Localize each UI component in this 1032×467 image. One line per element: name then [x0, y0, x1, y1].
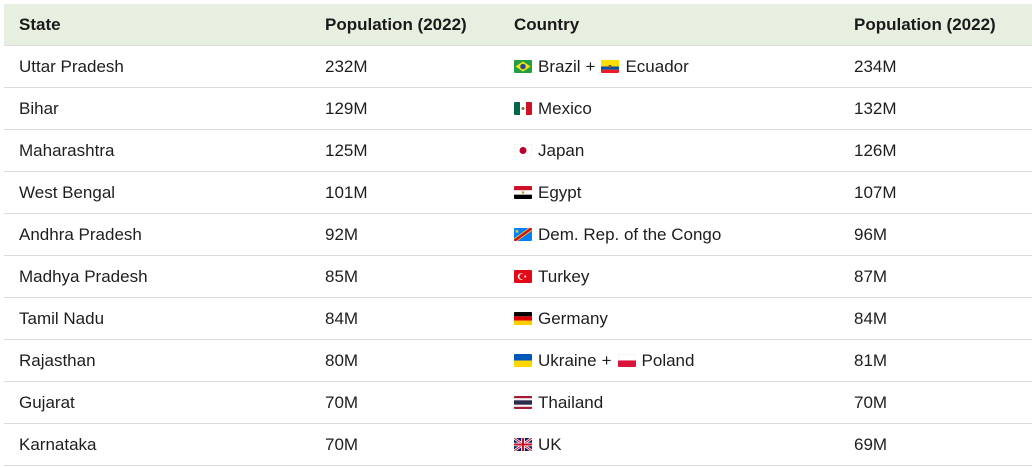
table-row: Maharashtra 125M Japan 126M [4, 129, 1032, 172]
country-cell: Egypt [499, 171, 839, 214]
uk-flag-icon [514, 437, 532, 451]
state-population: 101M [310, 171, 499, 214]
table-row: Uttar Pradesh 232M Brazil + Ecuador 234M [4, 45, 1032, 88]
thailand-flag-icon [514, 395, 532, 409]
country-population: 234M [839, 45, 1032, 88]
state-name: Rajasthan [4, 339, 310, 382]
country-cell: Ukraine + Poland [499, 339, 839, 382]
country-name: Egypt [538, 182, 582, 202]
germany-flag-icon [514, 311, 532, 325]
country-name: Turkey [538, 266, 590, 286]
table-row: Andhra Pradesh 92M Dem. Rep. of the Congo 9… [4, 213, 1032, 256]
country-cell: UK [499, 423, 839, 466]
country-cell: Dem. Rep. of the Congo [499, 213, 839, 256]
country-population: 84M [839, 297, 1032, 340]
state-population: 70M [310, 423, 499, 466]
state-population: 129M [310, 87, 499, 130]
state-population: 70M [310, 381, 499, 424]
country-population: 126M [839, 129, 1032, 172]
state-population: 92M [310, 213, 499, 256]
country-population: 87M [839, 255, 1032, 298]
table-row: West Bengal 101M Egypt 107M [4, 171, 1032, 214]
header-row: State Population (2022) Country Populati… [4, 4, 1032, 46]
country-name: Germany [538, 308, 608, 328]
country-name: Mexico [538, 98, 592, 118]
country-cell: Brazil + Ecuador [499, 45, 839, 88]
poland-flag-icon [617, 353, 636, 367]
brazil-flag-icon [514, 59, 532, 73]
country-population: 81M [839, 339, 1032, 382]
state-name: Bihar [4, 87, 310, 130]
state-population: 85M [310, 255, 499, 298]
country-population: 96M [839, 213, 1032, 256]
table-row: Madhya Pradesh 85M Turkey 87M [4, 255, 1032, 298]
state-name: West Bengal [4, 171, 310, 214]
egypt-flag-icon [514, 185, 532, 199]
country-name: Brazil [538, 56, 581, 76]
state-population: 84M [310, 297, 499, 340]
country-name: Poland [641, 350, 695, 370]
state-name: Uttar Pradesh [4, 45, 310, 88]
ecuador-flag-icon [601, 59, 620, 73]
state-name: Karnataka [4, 423, 310, 466]
state-name: Madhya Pradesh [4, 255, 310, 298]
country-name: Dem. Rep. of the Congo [538, 224, 722, 244]
country-name: Ukraine [538, 350, 597, 370]
country-name: UK [538, 434, 562, 454]
state-population: 80M [310, 339, 499, 382]
country-cell: Japan [499, 129, 839, 172]
country-cell: Germany [499, 297, 839, 340]
state-population: 232M [310, 45, 499, 88]
country-population: 132M [839, 87, 1032, 130]
table-row: Tamil Nadu 84M Germany 84M [4, 297, 1032, 340]
country-name: Thailand [538, 392, 604, 412]
country-joiner: + [601, 350, 612, 370]
table-row: Gujarat 70M Thailand 70M [4, 381, 1032, 424]
state-name: Gujarat [4, 381, 310, 424]
mexico-flag-icon [514, 101, 532, 115]
country-cell: Mexico [499, 87, 839, 130]
header-country: Country [514, 14, 580, 34]
header-state: State [19, 14, 61, 34]
country-name: Japan [538, 140, 585, 160]
state-population: 125M [310, 129, 499, 172]
country-name: Ecuador [625, 56, 689, 76]
table-row: Bihar 129M Mexico 132M [4, 87, 1032, 130]
turkey-flag-icon [514, 269, 532, 283]
table-row: Rajasthan 80M Ukraine + Poland 81M [4, 339, 1032, 382]
country-joiner: + [585, 56, 596, 76]
header-country-population: Population (2022) [854, 14, 996, 34]
country-cell: Turkey [499, 255, 839, 298]
state-name: Tamil Nadu [4, 297, 310, 340]
table-row: Karnataka 70M UK 69M [4, 423, 1032, 466]
population-comparison-table: State Population (2022) Country Populati… [4, 4, 1032, 466]
header-state-population: Population (2022) [325, 14, 467, 34]
ukraine-flag-icon [514, 353, 532, 367]
country-population: 69M [839, 423, 1032, 466]
drc-flag-icon [514, 227, 532, 241]
japan-flag-icon [514, 143, 532, 157]
state-name: Maharashtra [4, 129, 310, 172]
country-cell: Thailand [499, 381, 839, 424]
country-population: 107M [839, 171, 1032, 214]
country-population: 70M [839, 381, 1032, 424]
state-name: Andhra Pradesh [4, 213, 310, 256]
